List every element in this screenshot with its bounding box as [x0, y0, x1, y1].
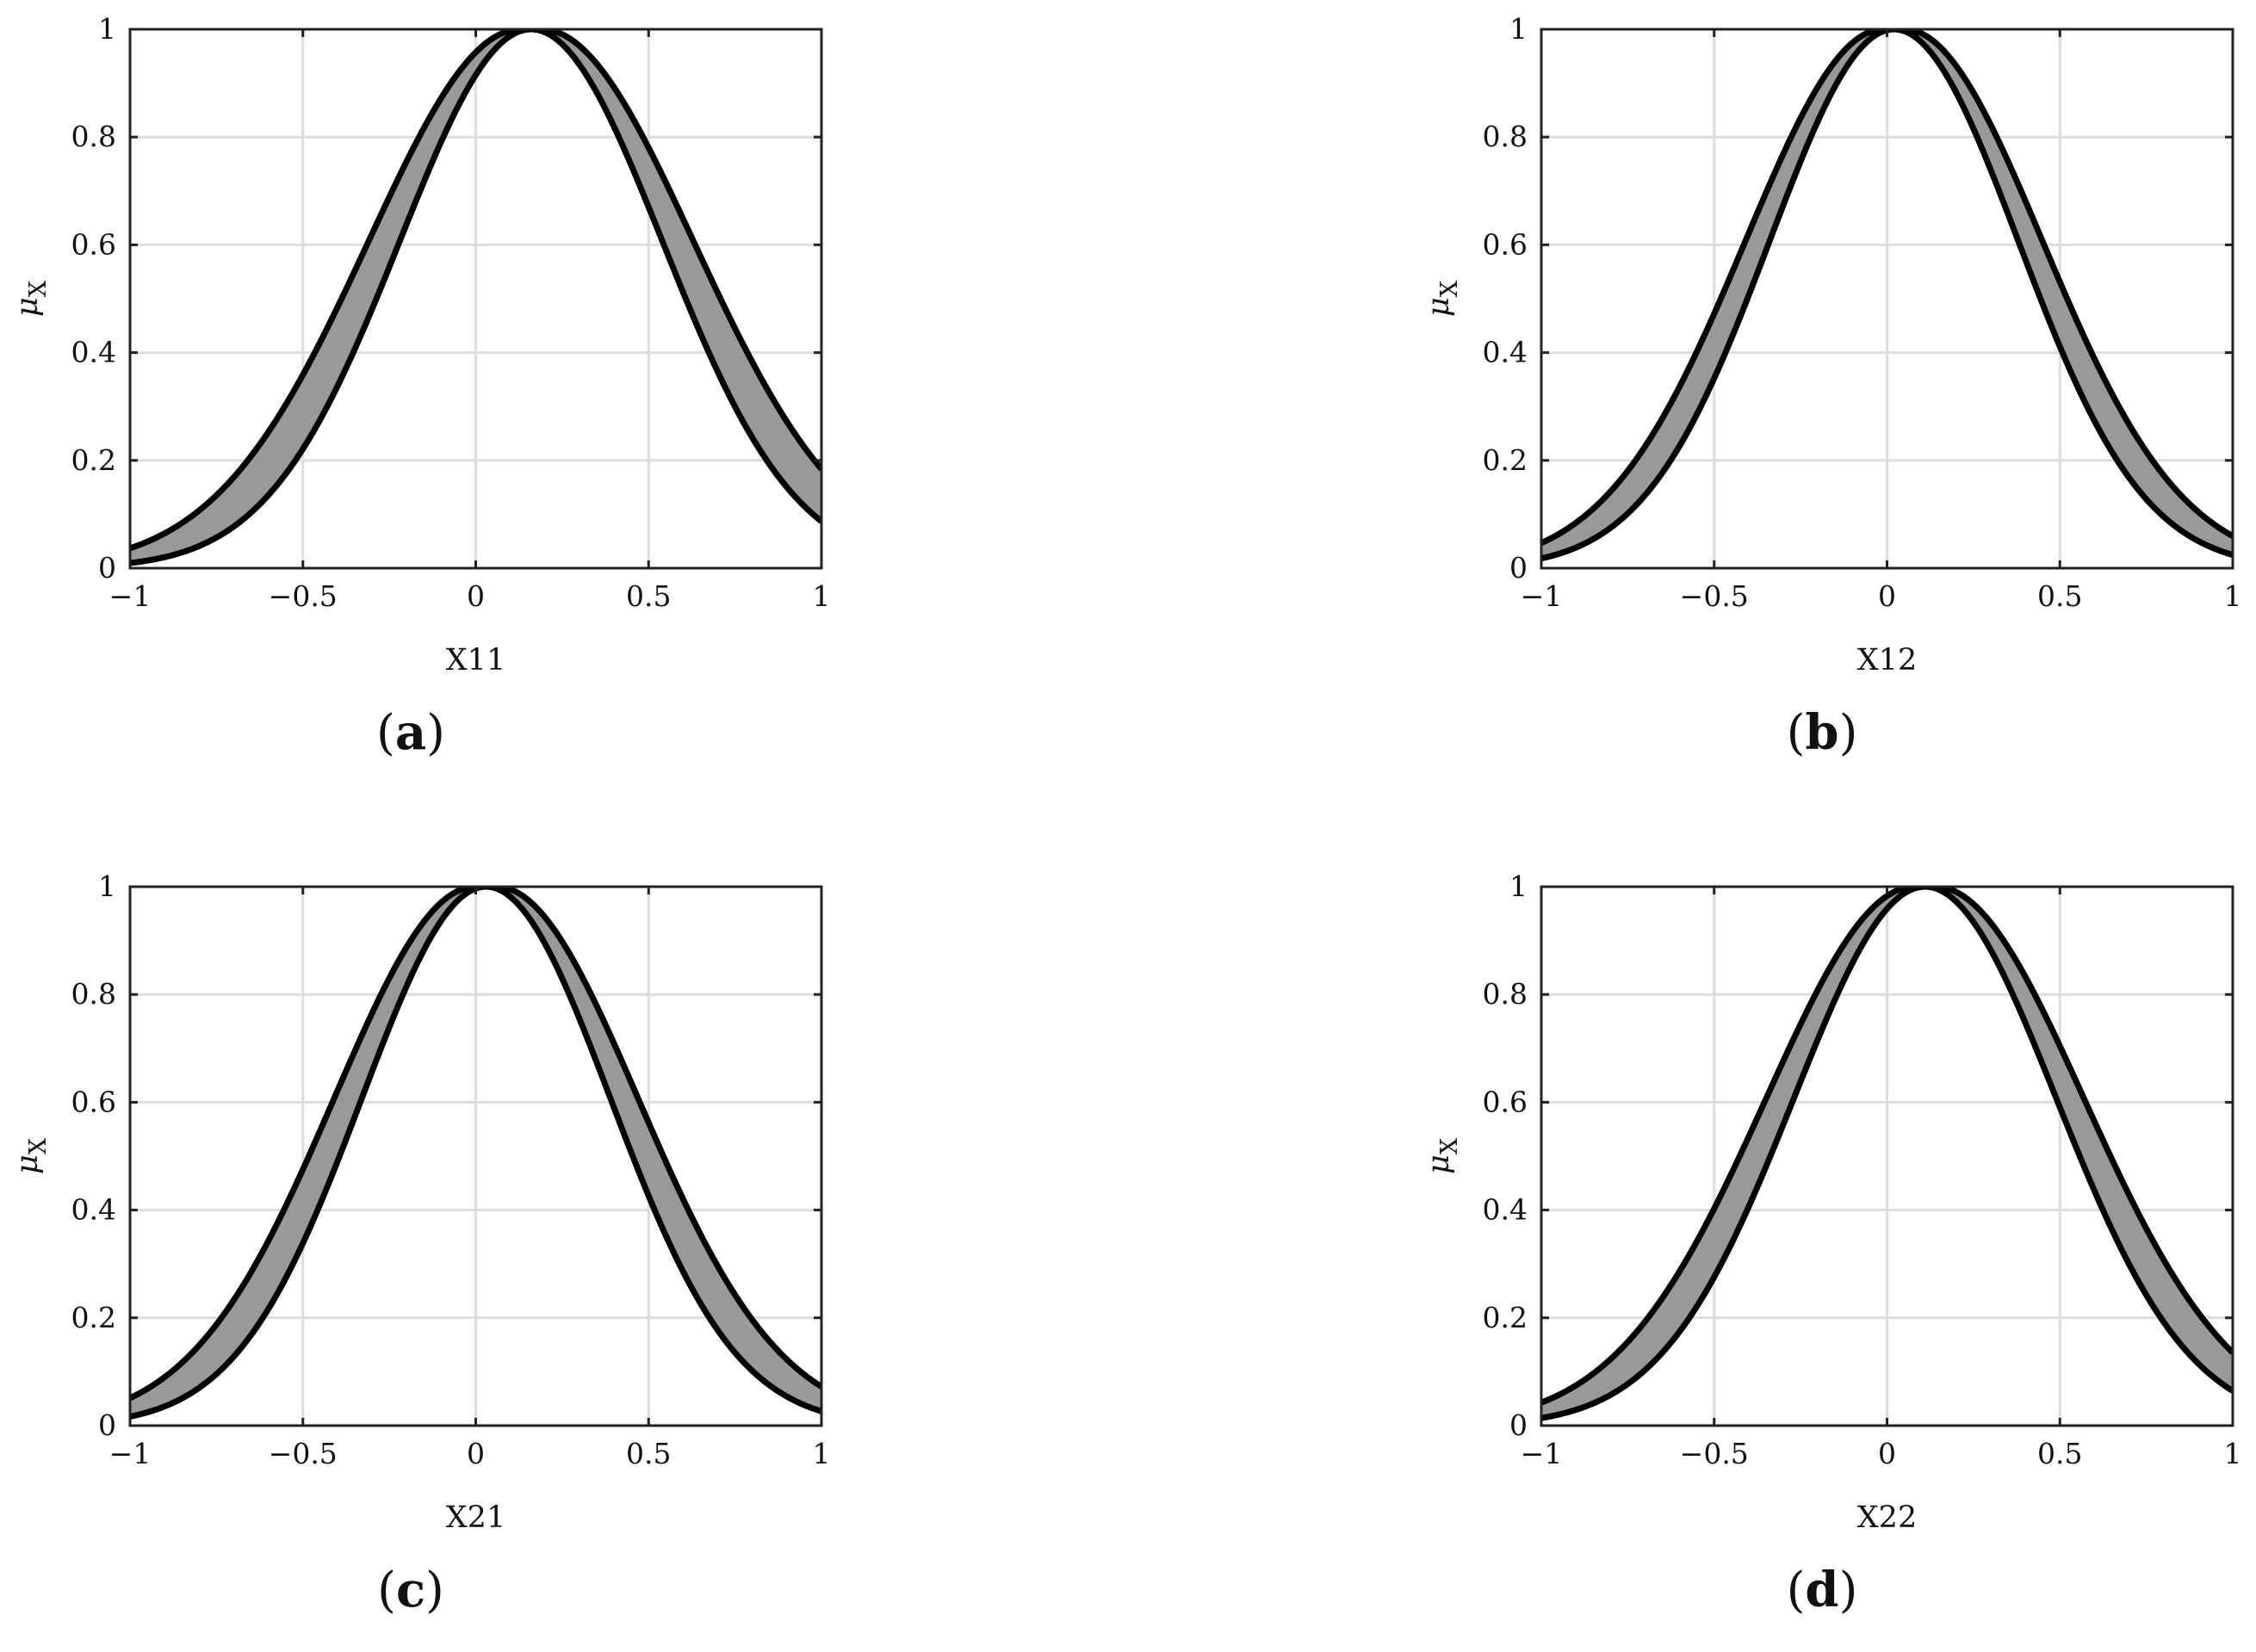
y-tick-label: 0.4 — [1483, 1193, 1528, 1227]
y-tick-label: 0.2 — [1483, 1301, 1528, 1334]
y-tick-label: 0.6 — [71, 227, 116, 261]
y-axis-label: μX — [1422, 1137, 1463, 1174]
y-axis-label-subscript: X — [1436, 1137, 1463, 1154]
x-tick-label: −1 — [1521, 1437, 1563, 1470]
x-tick-label: 0 — [1878, 579, 1896, 613]
y-tick-label: 0.8 — [1483, 977, 1528, 1011]
y-axis-label-symbol: μ — [10, 1154, 45, 1174]
x-tick-label: 0.5 — [626, 579, 671, 613]
y-axis-label: μX — [10, 1137, 52, 1174]
y-axis-label: μX — [10, 280, 52, 317]
y-tick-label: 1 — [1509, 12, 1528, 46]
y-tick-label: 0.8 — [71, 120, 116, 153]
y-tick-label: 0.6 — [1483, 1085, 1528, 1118]
footprint-band — [1541, 29, 2233, 559]
x-tick-label: 0 — [467, 1437, 485, 1470]
x-axis-label: X12 — [1857, 643, 1917, 678]
y-axis-label-subscript: X — [25, 1137, 52, 1154]
y-tick-label: 0.6 — [71, 1085, 116, 1118]
y-tick-label: 0.4 — [1483, 336, 1528, 369]
x-tick-label: 1 — [813, 1437, 831, 1470]
y-tick-label: 0.2 — [71, 443, 116, 477]
panel-label: (c) — [377, 1562, 444, 1618]
chart-panel-c: −1 −0.5 0 0.5 1 0 0.2 0.4 0.6 0.8 1 X21 μX (c) — [10, 869, 831, 1618]
x-tick-label: −0.5 — [1680, 1437, 1749, 1470]
x-tick-label: 1 — [2224, 1437, 2242, 1470]
upper-membership-curve — [1541, 887, 2233, 1406]
x-tick-label: 0.5 — [2037, 1437, 2082, 1470]
y-tick-label: 0 — [1509, 551, 1528, 585]
footprint-band — [130, 29, 821, 564]
footprint-band — [1541, 887, 2233, 1419]
y-tick-label: 0 — [98, 1408, 116, 1442]
x-tick-label: 0 — [467, 579, 485, 613]
x-tick-label: 1 — [813, 579, 831, 613]
x-tick-label: −1 — [109, 579, 152, 613]
y-tick-label: 1 — [98, 12, 116, 46]
x-tick-label: −0.5 — [269, 1437, 338, 1470]
y-tick-label: 0.2 — [71, 1301, 116, 1334]
y-tick-label: 0.6 — [1483, 227, 1528, 261]
y-tick-label: 0 — [1509, 1408, 1528, 1442]
y-axis-label: μX — [1422, 280, 1463, 317]
y-tick-label: 0 — [98, 551, 116, 585]
upper-membership-curve — [130, 29, 821, 552]
x-axis-label: X22 — [1857, 1500, 1917, 1535]
panel-label: (b) — [1787, 704, 1858, 761]
y-tick-label: 0.8 — [71, 977, 116, 1011]
y-tick-label: 0.8 — [1483, 120, 1528, 153]
x-axis-label: X11 — [446, 643, 505, 678]
lower-membership-curve — [130, 29, 821, 566]
x-tick-label: 0.5 — [2037, 579, 2082, 613]
chart-panel-b: −1 −0.5 0 0.5 1 0 0.2 0.4 0.6 0.8 1 X12 μX (b) — [1422, 12, 2242, 761]
y-axis-label-subscript: X — [1436, 280, 1463, 297]
upper-membership-curve — [130, 887, 821, 1401]
y-axis-label-symbol: μ — [10, 297, 45, 317]
x-tick-label: 0 — [1878, 1437, 1896, 1470]
y-axis-label-symbol: μ — [1422, 1154, 1456, 1174]
x-tick-label: −0.5 — [1680, 579, 1749, 613]
upper-membership-curve — [1541, 29, 2233, 546]
x-tick-label: −1 — [1521, 579, 1563, 613]
lower-membership-curve — [1541, 887, 2233, 1421]
y-tick-label: 1 — [98, 869, 116, 903]
panel-label: (a) — [376, 704, 445, 761]
y-axis-label-subscript: X — [25, 280, 52, 297]
x-tick-label: −0.5 — [269, 579, 338, 613]
chart-panel-a: −1 −0.5 0 0.5 1 0 0.2 0.4 0.6 0.8 1 X11 μX (a) — [10, 12, 831, 761]
y-tick-label: 1 — [1509, 869, 1528, 903]
y-axis-label-symbol: μ — [1422, 297, 1456, 317]
panel-label: (d) — [1787, 1562, 1858, 1618]
y-tick-label: 0.2 — [1483, 443, 1528, 477]
chart-panel-d: −1 −0.5 0 0.5 1 0 0.2 0.4 0.6 0.8 1 X22 μX (d) — [1422, 869, 2242, 1618]
x-axis-label: X21 — [446, 1500, 505, 1535]
y-tick-label: 0.4 — [71, 1193, 116, 1227]
x-tick-label: 1 — [2224, 579, 2242, 613]
x-tick-label: −1 — [109, 1437, 152, 1470]
footprint-band — [130, 887, 821, 1417]
x-tick-label: 0.5 — [626, 1437, 671, 1470]
y-tick-label: 0.4 — [71, 336, 116, 369]
